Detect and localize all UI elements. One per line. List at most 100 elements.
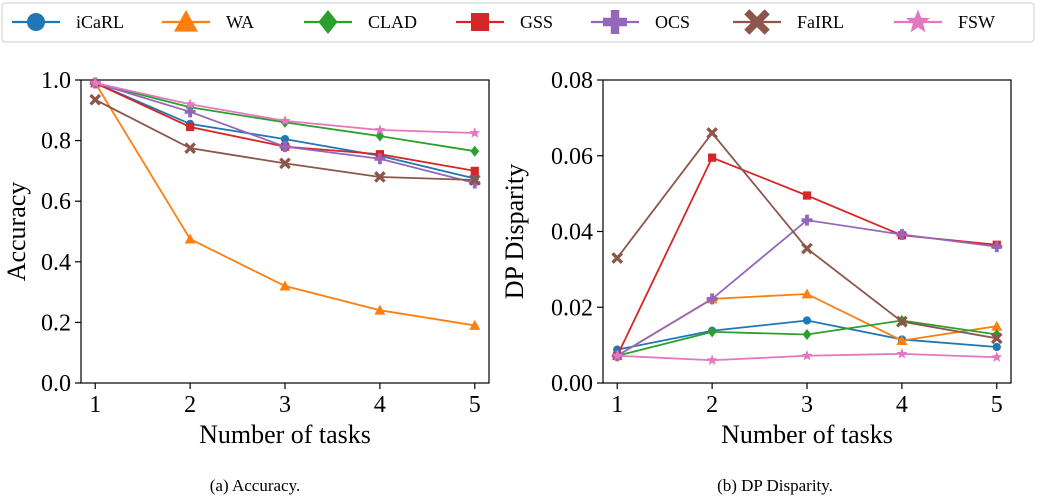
y-tick-label: 0.02 <box>551 295 593 321</box>
x-tick-label: 5 <box>469 392 481 418</box>
data-point-wa <box>469 319 481 330</box>
data-point-fairl <box>896 315 908 328</box>
data-point-gss <box>470 166 479 176</box>
data-point-ocs <box>469 177 481 189</box>
data-point-ocs <box>374 153 386 165</box>
y-tick-label: 0.2 <box>41 310 71 336</box>
y-tick-label: 0.04 <box>551 220 593 246</box>
series-fairl <box>611 127 1003 345</box>
y-tick-label: 1.0 <box>41 68 71 94</box>
data-point-icarl <box>280 134 290 144</box>
legend-label-clad: CLAD <box>368 12 417 32</box>
legend-item-clad: CLAD <box>304 10 417 34</box>
data-point-fairl <box>89 93 102 106</box>
data-point-clad <box>802 329 812 341</box>
x-axis-label: Number of tasks <box>721 420 893 449</box>
data-point-fsw <box>991 351 1003 362</box>
data-point-fairl <box>611 252 624 264</box>
y-tick-label: 0.4 <box>41 250 71 276</box>
series-fairl <box>89 93 481 186</box>
data-point-fairl <box>990 332 1003 345</box>
legend-item-icarl: iCaRL <box>12 12 124 32</box>
data-point-gss <box>802 191 812 200</box>
x-tick-label: 3 <box>801 392 813 418</box>
y-axis-label: Accuracy <box>2 182 31 282</box>
data-point-fsw <box>469 127 481 138</box>
data-point-ocs <box>279 141 291 153</box>
data-point-clad <box>707 326 717 338</box>
y-tick-label: 0.08 <box>551 68 593 94</box>
data-point-ocs <box>184 106 196 118</box>
legend-label-gss: GSS <box>520 12 553 32</box>
legend: iCaRL WA CLAD GSS OCS FaIRL FSW <box>1 2 1035 43</box>
legend-marker-fsw <box>906 9 930 33</box>
data-point-gss <box>707 153 717 162</box>
data-point-wa <box>801 288 813 299</box>
series-fsw <box>89 77 481 138</box>
series-fsw <box>611 348 1003 365</box>
legend-marker-ocs <box>603 10 627 34</box>
legend-label-ocs: OCS <box>655 12 690 32</box>
legend-label-fsw: FSW <box>958 12 995 32</box>
legend-marker-clad <box>318 10 338 34</box>
x-tick-label: 5 <box>991 392 1003 418</box>
caption-b: (b) DP Disparity. <box>717 476 833 495</box>
data-point-wa <box>184 233 196 244</box>
chart-dp-disparity: 1 2 3 4 5 0.00 0.02 0.04 0.06 0.08 Number of tasks… <box>500 68 1012 449</box>
legend-box <box>1 2 1035 43</box>
x-tick-label: 2 <box>184 392 196 418</box>
legend-item-ocs: OCS <box>591 10 690 34</box>
x-tick-label: 1 <box>89 392 101 418</box>
data-point-wa <box>896 335 908 345</box>
legend-item-fsw: FSW <box>894 9 995 33</box>
data-point-ocs <box>706 293 718 305</box>
data-point-fsw <box>801 349 813 361</box>
data-point-fsw <box>706 354 718 365</box>
data-point-fsw <box>89 77 101 88</box>
data-point-fsw <box>374 124 386 135</box>
legend-label-wa: WA <box>226 12 254 32</box>
data-point-wa <box>279 280 291 291</box>
x-tick-label: 3 <box>279 392 291 418</box>
legend-label-icarl: iCaRL <box>76 12 124 32</box>
x-tick-label: 1 <box>611 392 623 418</box>
legend-marker-wa <box>174 10 198 32</box>
data-point-icarl <box>992 342 1001 352</box>
y-tick-label: 0.0 <box>41 371 71 397</box>
chart-accuracy: 1 2 3 4 5 0.0 0.2 0.4 0.6 0.8 1.0 Number of tasks Ac… <box>2 68 490 449</box>
legend-item-fairl: FaIRL <box>733 9 844 35</box>
caption-a: (a) Accuracy. <box>210 476 300 495</box>
series-line-wa <box>616 293 997 357</box>
legend-marker-fairl <box>744 9 770 35</box>
legend-label-fairl: FaIRL <box>797 12 844 32</box>
data-point-fsw <box>611 349 623 361</box>
data-point-wa <box>374 304 386 315</box>
data-point-fsw <box>184 98 196 109</box>
x-tick-label: 4 <box>896 392 908 418</box>
y-axis-label: DP Disparity <box>500 164 529 300</box>
legend-item-gss: GSS <box>456 12 553 32</box>
data-point-fsw <box>279 115 291 126</box>
y-tick-label: 0.06 <box>551 144 593 170</box>
data-point-fairl <box>706 127 718 139</box>
y-tick-label: 0.8 <box>41 129 71 155</box>
data-point-fairl <box>184 142 196 155</box>
data-point-ocs <box>991 241 1003 253</box>
data-point-ocs <box>801 214 813 226</box>
x-tick-label: 2 <box>706 392 718 418</box>
legend-item-wa: WA <box>162 10 254 32</box>
x-tick-label: 4 <box>374 392 386 418</box>
data-point-gss <box>185 122 195 132</box>
data-point-fairl <box>374 171 386 183</box>
legend-marker-gss <box>471 13 489 31</box>
data-point-ocs <box>896 229 908 241</box>
data-point-fairl <box>468 174 481 186</box>
data-point-clad <box>375 130 385 142</box>
x-axis-label: Number of tasks <box>199 420 371 449</box>
y-tick-label: 0.00 <box>551 371 593 397</box>
data-point-fairl <box>801 242 813 255</box>
data-point-icarl <box>802 316 812 325</box>
data-point-wa <box>991 320 1003 331</box>
data-point-fsw <box>896 348 908 359</box>
